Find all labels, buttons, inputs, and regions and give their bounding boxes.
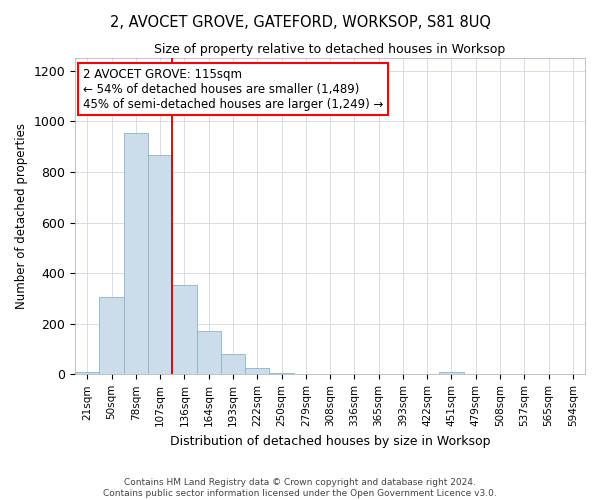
Bar: [172, 284, 197, 374]
Text: Contains HM Land Registry data © Crown copyright and database right 2024.
Contai: Contains HM Land Registry data © Crown c…: [103, 478, 497, 498]
Title: Size of property relative to detached houses in Worksop: Size of property relative to detached ho…: [154, 42, 506, 56]
Bar: [148, 156, 172, 374]
Bar: [269, 373, 293, 374]
Bar: [221, 354, 245, 374]
Bar: [439, 372, 464, 374]
Y-axis label: Number of detached properties: Number of detached properties: [15, 123, 28, 309]
Bar: [197, 332, 221, 374]
Text: 2 AVOCET GROVE: 115sqm
← 54% of detached houses are smaller (1,489)
45% of semi-: 2 AVOCET GROVE: 115sqm ← 54% of detached…: [83, 68, 383, 110]
X-axis label: Distribution of detached houses by size in Worksop: Distribution of detached houses by size …: [170, 434, 490, 448]
Text: 2, AVOCET GROVE, GATEFORD, WORKSOP, S81 8UQ: 2, AVOCET GROVE, GATEFORD, WORKSOP, S81 …: [110, 15, 491, 30]
Bar: [245, 368, 269, 374]
Bar: [75, 372, 100, 374]
Bar: [124, 132, 148, 374]
Bar: [100, 297, 124, 374]
